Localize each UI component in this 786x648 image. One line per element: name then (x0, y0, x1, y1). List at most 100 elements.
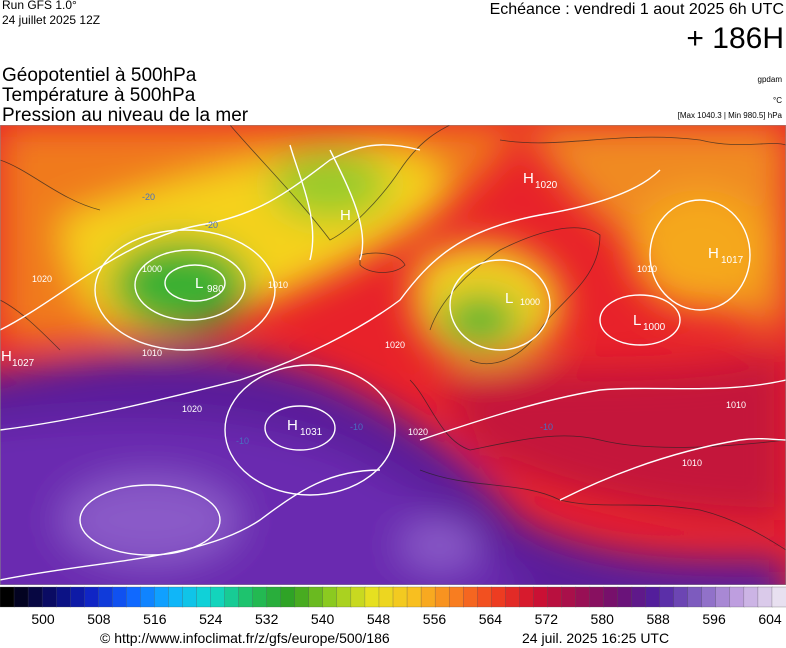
temperature-label: -10 (540, 422, 553, 432)
colorbar-bin (336, 586, 352, 608)
colorbar-label: 508 (87, 611, 111, 627)
colorbar-bin (41, 586, 57, 608)
pressure-center: L 1000 (633, 312, 666, 333)
colorbar-bin (364, 586, 380, 608)
colorbar-bin (308, 586, 324, 608)
colorbar-bin (322, 586, 338, 608)
isobar-label: 1020 (408, 427, 428, 437)
center-kind: H (340, 207, 351, 224)
colorbar-bin (743, 586, 759, 608)
colorbar-bin (0, 586, 15, 608)
temperature-label: -10 (236, 436, 249, 446)
colorbar-bin (463, 586, 478, 608)
colorbar-bin (238, 586, 254, 608)
colorbar-bin (126, 586, 142, 608)
colorbar-label: 596 (702, 611, 726, 627)
colorbar-bin (701, 586, 717, 608)
center-kind: L (195, 275, 203, 292)
colorbar-bin (659, 586, 675, 608)
title: Température à 500hPa (2, 85, 196, 106)
title: Géopotentiel à 500hPa (2, 65, 197, 86)
colorbar-bin (154, 586, 170, 608)
colorbar-bin (631, 586, 647, 608)
colorbar-bin (350, 586, 366, 608)
colorbar-bin (27, 586, 43, 608)
isobar-label: 1020 (32, 274, 52, 284)
colorbar-bin (182, 586, 198, 608)
colorbar-bin (378, 586, 394, 608)
colorbar-bin (168, 586, 184, 608)
isobar-label: 1000 (520, 297, 540, 307)
unit: °C (773, 96, 782, 105)
colorbar-bin (70, 586, 85, 608)
colorbar-label: 532 (255, 611, 279, 627)
isobar-label: 1010 (682, 458, 702, 468)
center-value: 980 (207, 284, 224, 295)
isobar-label: 1010 (142, 348, 162, 358)
center-value: 1027 (12, 358, 35, 369)
center-value: 1000 (643, 322, 666, 333)
colorbar-bin (715, 586, 731, 608)
colorbar-bin (771, 586, 786, 608)
isobar-label: 1020 (385, 340, 405, 350)
pressure-center: H 1027 (1, 348, 35, 369)
colorbar-bin (224, 586, 240, 608)
colorbar-bin (140, 586, 156, 608)
center-kind: H (1, 348, 12, 365)
pressure-center: L 980 (195, 275, 224, 295)
colorbar-label: 588 (646, 611, 670, 627)
colorbar-bin (294, 586, 310, 608)
colorbar-bin (603, 586, 619, 608)
isobar-label: 1000 (142, 264, 162, 274)
colorbar-bin (491, 586, 506, 608)
generated: 24 juil. 2025 16:25 UTC (522, 630, 669, 646)
temperature-label: -20 (205, 220, 218, 230)
colorbar-bin (406, 586, 422, 608)
colorbar-bin (589, 586, 605, 608)
colorbar-bin (505, 586, 520, 608)
colorbar-label: 524 (199, 611, 223, 627)
colorbar-bin (210, 586, 226, 608)
center-kind: H (708, 245, 719, 262)
colorbar-label: 548 (367, 611, 391, 627)
colorbar-bin (547, 586, 563, 608)
colorbar-bin (519, 586, 535, 608)
center-kind: H (287, 417, 298, 434)
isobar-label: 1010 (637, 264, 657, 274)
colorbar-bin (196, 586, 212, 608)
colorbar-bin (561, 586, 577, 608)
center-value: 1017 (721, 255, 744, 266)
colorbar-bin (13, 586, 29, 608)
isobar-label: 1010 (268, 280, 288, 290)
colorbar-bin (645, 586, 661, 608)
colorbar-bin (477, 586, 492, 608)
colorbar: 500 508 516 524 532 540 548 556 564 572 580 588 596 6… (0, 586, 786, 627)
map: 1020 1010 1000 1020 1020 1020 1010 1010 … (0, 125, 786, 585)
source: © http://www.infoclimat.fr/z/gfs/europe/… (100, 630, 390, 646)
colorbar-bin (55, 586, 71, 608)
colorbar-label: 564 (479, 611, 503, 627)
center-kind: L (633, 312, 641, 329)
temperature-label: -10 (350, 422, 363, 432)
colorbar-label: 572 (535, 611, 559, 627)
colorbar-bin (673, 586, 689, 608)
colorbar-bin (98, 586, 113, 608)
colorbar-label: 556 (423, 611, 447, 627)
isobar-label: 1020 (182, 404, 202, 414)
colorbar-bin (434, 586, 450, 608)
colorbar-label: 540 (311, 611, 335, 627)
colorbar-label: 604 (758, 611, 782, 627)
colorbar-bin (112, 586, 127, 608)
colorbar-bin (266, 586, 282, 608)
run: Run GFS 1.0° (2, 0, 77, 12)
colorbar-bin (448, 586, 464, 608)
colorbar-bin (729, 586, 745, 608)
colorbar-bin (687, 586, 703, 608)
title: Pression au niveau de la mer (2, 105, 249, 126)
pressure-center: H 1020 (523, 170, 558, 191)
run-date: 24 juillet 2025 12Z (2, 13, 100, 27)
colorbar-label: 500 (31, 611, 55, 627)
colorbar-label: 580 (591, 611, 615, 627)
colorbar-bin (420, 586, 436, 608)
